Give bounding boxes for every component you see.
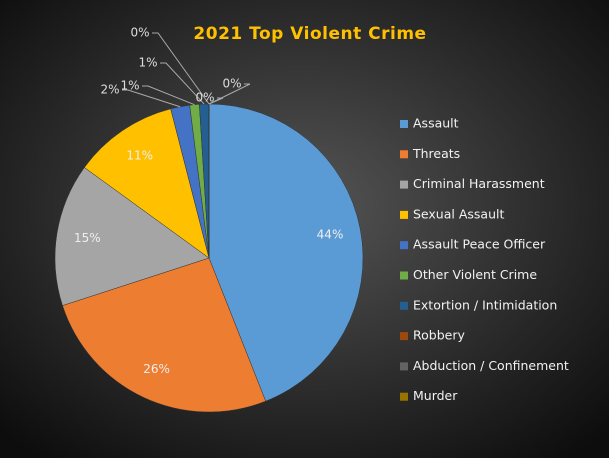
legend-swatch — [400, 392, 408, 401]
legend-swatch — [400, 332, 408, 341]
legend-swatch — [400, 210, 408, 219]
leader-line — [160, 62, 205, 105]
legend-label: Sexual Assault — [413, 206, 504, 221]
legend-swatch — [400, 150, 408, 159]
legend-label: Abduction / Confinement — [413, 358, 569, 373]
legend-label: Assault Peace Officer — [413, 237, 546, 252]
legend-label: Other Violent Crime — [413, 267, 537, 282]
data-label: 0% — [130, 26, 149, 40]
legend-swatch — [400, 120, 408, 128]
data-label: 26% — [143, 362, 170, 376]
chart-title: 2021 Top Violent Crime — [193, 24, 426, 44]
leader-line — [142, 85, 195, 106]
legend-swatch — [400, 241, 408, 250]
legend-label: Murder — [413, 388, 458, 403]
legend-swatch — [400, 180, 408, 189]
leader-line — [208, 83, 251, 105]
legend-swatch — [400, 271, 408, 280]
data-label: 15% — [74, 231, 101, 245]
data-label: 1% — [138, 56, 157, 70]
legend-swatch — [400, 301, 408, 310]
legend-label: Threats — [412, 146, 460, 161]
pie-slice — [84, 108, 210, 259]
leader-line — [152, 32, 210, 105]
legend-label: Criminal Harassment — [413, 176, 545, 191]
pie-slice — [54, 167, 210, 306]
legend-label: Assault — [413, 116, 459, 131]
data-label: 0% — [195, 91, 214, 105]
pie-slice — [208, 103, 364, 402]
data-label: 2% — [100, 83, 119, 97]
data-label: 0% — [222, 77, 241, 91]
data-label: 11% — [126, 149, 153, 163]
pie-slice — [62, 257, 267, 413]
legend-label: Robbery — [413, 328, 465, 343]
data-label: 1% — [120, 79, 139, 93]
data-label: 44% — [317, 227, 344, 241]
leader-line — [122, 89, 181, 108]
legend-swatch — [400, 362, 408, 371]
legend-label: Extortion / Intimidation — [413, 297, 557, 312]
